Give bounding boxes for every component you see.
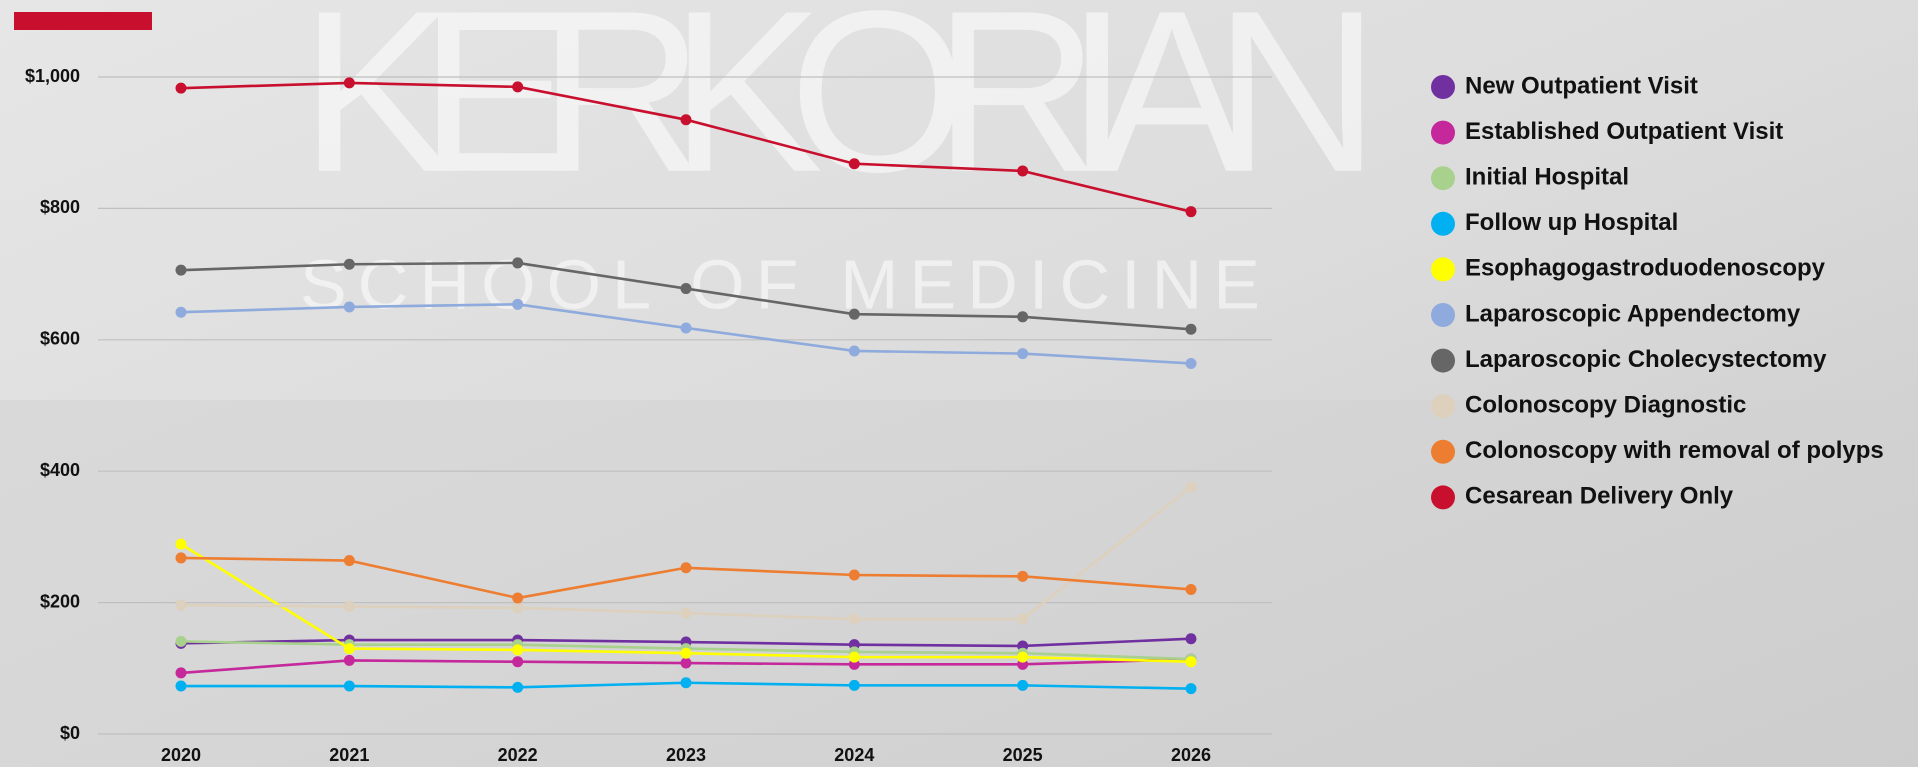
brand-bar xyxy=(14,12,152,30)
sign-main: KERKORIAN xyxy=(300,0,1380,220)
x-tick-label: 2023 xyxy=(666,745,706,765)
data-point xyxy=(1017,613,1029,625)
data-point xyxy=(1185,583,1197,595)
legend-swatch xyxy=(1431,166,1455,191)
data-point xyxy=(1185,683,1197,695)
data-point xyxy=(512,257,524,269)
legend-swatch xyxy=(1431,348,1455,373)
building-shade xyxy=(0,400,1918,767)
legend-label: Colonoscopy with removal of polyps xyxy=(1465,437,1884,464)
data-point xyxy=(175,538,187,550)
data-point xyxy=(175,306,187,318)
legend-label: Cesarean Delivery Only xyxy=(1465,483,1734,510)
legend-label: Laparoscopic Appendectomy xyxy=(1465,300,1801,327)
data-point xyxy=(680,647,692,659)
data-point xyxy=(512,602,524,614)
data-point xyxy=(1017,311,1029,323)
x-tick-label: 2026 xyxy=(1171,745,1211,765)
data-point xyxy=(175,667,187,679)
y-tick-label: $200 xyxy=(40,591,80,611)
data-point xyxy=(848,345,860,357)
data-point xyxy=(1017,570,1029,582)
data-point xyxy=(680,114,692,126)
data-point xyxy=(1185,323,1197,335)
data-point xyxy=(512,681,524,693)
data-point xyxy=(848,613,860,625)
data-point xyxy=(848,679,860,691)
legend-label: Established Outpatient Visit xyxy=(1465,118,1783,145)
data-point xyxy=(343,301,355,313)
legend-label: Initial Hospital xyxy=(1465,164,1629,191)
x-tick-label: 2024 xyxy=(834,745,874,765)
legend-label: Esophagogastroduodenoscopy xyxy=(1465,255,1826,282)
data-point xyxy=(175,599,187,611)
y-tick-label: $600 xyxy=(40,329,80,349)
data-point xyxy=(175,635,187,647)
data-point xyxy=(175,82,187,94)
data-point xyxy=(1185,357,1197,369)
data-point xyxy=(848,308,860,320)
data-point xyxy=(848,158,860,170)
data-point xyxy=(1185,206,1197,218)
data-point xyxy=(680,607,692,619)
y-tick-label: $0 xyxy=(60,723,80,743)
data-point xyxy=(343,654,355,666)
data-point xyxy=(680,322,692,334)
data-point xyxy=(680,657,692,669)
legend-swatch xyxy=(1431,75,1455,99)
x-tick-label: 2020 xyxy=(161,745,201,765)
sign-sub: SCHOOL OF MEDICINE xyxy=(300,245,1260,323)
legend-swatch xyxy=(1431,303,1455,327)
data-point xyxy=(1017,679,1029,691)
data-point xyxy=(1017,651,1029,663)
legend-label: New Outpatient Visit xyxy=(1465,72,1698,99)
legend-swatch xyxy=(1431,211,1455,236)
legend-swatch xyxy=(1431,485,1455,510)
data-point xyxy=(343,601,355,613)
data-point xyxy=(1185,633,1197,645)
data-point xyxy=(343,643,355,655)
legend-swatch xyxy=(1431,257,1455,282)
data-point xyxy=(680,677,692,689)
data-point xyxy=(512,592,524,604)
data-point xyxy=(1185,481,1197,493)
legend-swatch xyxy=(1431,120,1455,145)
data-point xyxy=(1017,165,1029,177)
data-point xyxy=(1185,656,1197,668)
data-point xyxy=(848,569,860,581)
legend-label: Laparoscopic Cholecystectomy xyxy=(1465,346,1827,373)
data-point xyxy=(175,552,187,564)
data-point xyxy=(343,77,355,89)
data-point xyxy=(175,264,187,276)
y-tick-label: $1,000 xyxy=(25,66,80,86)
data-point xyxy=(680,562,692,574)
data-point xyxy=(512,644,524,656)
data-point xyxy=(512,298,524,310)
legend-label: Follow up Hospital xyxy=(1465,209,1678,236)
data-point xyxy=(175,680,187,692)
data-point xyxy=(343,555,355,567)
legend-swatch xyxy=(1431,439,1455,464)
data-point xyxy=(848,651,860,663)
y-tick-label: $400 xyxy=(40,460,80,480)
data-point xyxy=(343,258,355,270)
y-tick-label: $800 xyxy=(40,197,80,217)
legend-label: Colonoscopy Diagnostic xyxy=(1465,392,1746,419)
data-point xyxy=(343,680,355,692)
x-tick-label: 2021 xyxy=(329,745,369,765)
data-point xyxy=(512,81,524,93)
data-point xyxy=(680,283,692,295)
x-tick-label: 2022 xyxy=(498,745,538,765)
x-tick-label: 2025 xyxy=(1003,745,1043,765)
data-point xyxy=(1017,348,1029,360)
legend-swatch xyxy=(1431,394,1455,419)
data-point xyxy=(512,656,524,668)
